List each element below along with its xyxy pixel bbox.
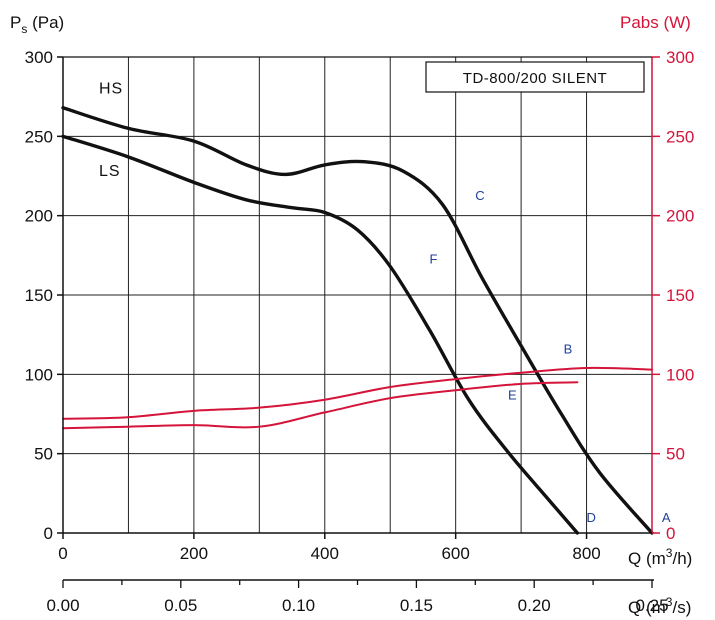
y-left-tick-label: 250 — [25, 127, 53, 146]
point-label-f: F — [429, 251, 437, 266]
y-left-tick-label: 0 — [44, 524, 53, 543]
y-right-tick-label: 0 — [666, 524, 675, 543]
x-primary-tick-label: 800 — [572, 544, 600, 563]
x-secondary-tick-label: 0.20 — [518, 596, 551, 615]
x-secondary-tick-label: 0.15 — [400, 596, 433, 615]
series-line-ls — [61, 134, 580, 535]
x-primary-tick-label: 0 — [58, 544, 67, 563]
y-right-tick-label: 250 — [666, 127, 694, 146]
x-primary-tick-label: 600 — [441, 544, 469, 563]
y-right-tick-label: 300 — [666, 48, 694, 67]
model-label-box — [425, 61, 645, 93]
curve-label-hs: HS — [99, 80, 123, 97]
point-label-b: B — [564, 342, 573, 357]
x-secondary-tick-label: 0.00 — [46, 596, 79, 615]
y-left-tick-label: 300 — [25, 48, 53, 67]
axes: 0 50 100 150 200 250 300 0 50 100 150 200 250 300 0 200… — [25, 48, 695, 615]
y-left-tick-label: 100 — [25, 365, 53, 384]
y-left-tick-label: 50 — [34, 445, 53, 464]
series-line-pabs-hs — [62, 366, 653, 420]
series-line-hs — [61, 106, 654, 535]
y-right-tick-label: 50 — [666, 445, 685, 464]
labels: HS LS A B C D E F — [99, 80, 671, 524]
model-label: TD-800/200 SILENT — [463, 70, 607, 87]
y-right-tick-label: 150 — [666, 286, 694, 305]
y-right-tick-label: 200 — [666, 207, 694, 226]
point-label-d: D — [587, 510, 596, 525]
x-primary-title: Q (m3/h) — [628, 546, 692, 568]
x-secondary-tick-label: 0.05 — [164, 596, 197, 615]
series-layer — [61, 106, 654, 535]
point-label-a: A — [662, 510, 671, 525]
y-left-tick-label: 150 — [25, 286, 53, 305]
series-line-pabs-ls — [62, 381, 579, 430]
y-right-tick-label: 100 — [666, 365, 694, 384]
x-primary-tick-label: 400 — [311, 544, 339, 563]
point-label-c: C — [475, 188, 484, 203]
point-label-e: E — [508, 388, 517, 403]
grid — [62, 56, 653, 534]
curve-label-ls: LS — [99, 163, 121, 180]
x-secondary-tick-label: 0.25 — [635, 596, 668, 615]
y-right-title: Pabs (W) — [620, 13, 691, 32]
x-secondary-tick-label: 0.10 — [282, 596, 315, 615]
x-secondary-title: Q (m3/s) — [628, 595, 691, 617]
y-left-title: Ps (Pa) — [10, 13, 64, 36]
x-primary-tick-label: 200 — [180, 544, 208, 563]
y-left-tick-label: 200 — [25, 207, 53, 226]
